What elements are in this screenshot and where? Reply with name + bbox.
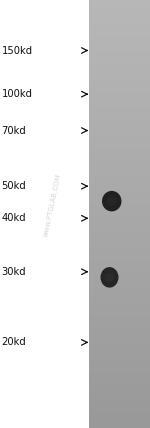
Text: 150kd: 150kd [2, 45, 33, 56]
Text: 20kd: 20kd [2, 337, 26, 348]
Ellipse shape [106, 196, 117, 206]
Text: 70kd: 70kd [2, 125, 26, 136]
Text: 40kd: 40kd [2, 213, 26, 223]
Ellipse shape [102, 191, 122, 211]
Text: 100kd: 100kd [2, 89, 33, 99]
Ellipse shape [100, 267, 118, 288]
Ellipse shape [105, 273, 114, 282]
Text: 30kd: 30kd [2, 267, 26, 277]
Text: 50kd: 50kd [2, 181, 26, 191]
Text: www.PTGLAB.COM: www.PTGLAB.COM [43, 173, 62, 238]
